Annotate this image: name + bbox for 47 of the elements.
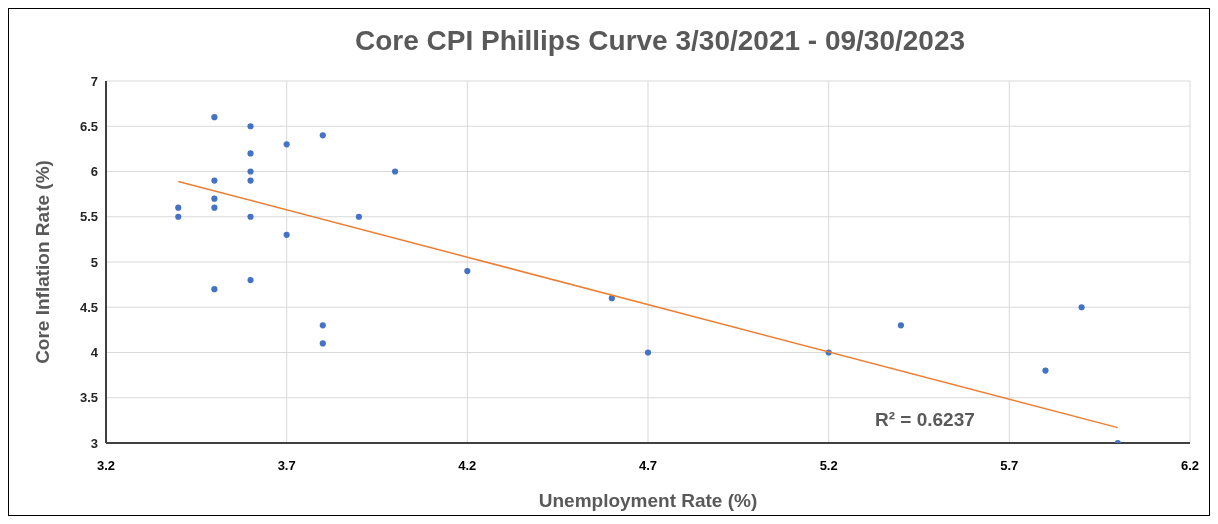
point bbox=[897, 322, 905, 329]
point bbox=[608, 295, 615, 302]
point bbox=[319, 322, 326, 329]
y-axis-title: Core Inflation Rate (%) bbox=[31, 160, 53, 364]
point bbox=[247, 277, 254, 284]
y-tick-label: 6.5 bbox=[79, 118, 98, 134]
point bbox=[211, 195, 218, 202]
y-tick-label: 3 bbox=[90, 435, 98, 451]
point bbox=[247, 177, 254, 184]
x-tick-label: 5.2 bbox=[819, 458, 838, 474]
point bbox=[211, 286, 218, 293]
point bbox=[211, 204, 218, 211]
y-tick-label: 3.5 bbox=[79, 390, 98, 406]
y-tick-label: 5.5 bbox=[79, 209, 98, 225]
annotation: R² = 0.6237 bbox=[875, 409, 975, 431]
x-tick-label: 5.7 bbox=[1000, 458, 1019, 474]
y-tick-label: 6 bbox=[90, 164, 98, 180]
x-tick-label: 3.7 bbox=[277, 458, 296, 474]
point bbox=[283, 231, 290, 238]
chart-border: Core CPI Phillips Curve 3/30/2021 - 09/30/2023 Unemployment Rate (%) Core Inflation Rate (%) 3.2 3.7 4.2 4.7 5.2 5.7 6.2 3 3.5 4 4.5 5 5.5 6 6.5 7 R² = 0.6237 bbox=[8, 8, 1210, 516]
point bbox=[391, 168, 399, 175]
point bbox=[247, 123, 254, 130]
y-tick-label: 4.5 bbox=[79, 299, 98, 315]
x-tick-label: 4.2 bbox=[458, 458, 477, 474]
point bbox=[175, 204, 182, 211]
point bbox=[319, 132, 326, 139]
point bbox=[175, 213, 182, 220]
point bbox=[211, 177, 218, 184]
x-axis-title: Unemployment Rate (%) bbox=[538, 489, 758, 511]
chart-title: Core CPI Phillips Curve 3/30/2021 - 09/30/2023 bbox=[353, 25, 967, 57]
point bbox=[247, 213, 254, 220]
point bbox=[319, 340, 326, 347]
x-tick-label: 6.2 bbox=[1180, 458, 1200, 474]
point bbox=[247, 150, 254, 157]
point bbox=[355, 213, 363, 220]
x-tick-label: 3.2 bbox=[96, 458, 116, 474]
x-tick-label: 4.7 bbox=[638, 458, 658, 474]
y-tick-label: 5 bbox=[90, 254, 98, 270]
point bbox=[1078, 304, 1085, 311]
point bbox=[283, 141, 290, 148]
y-tick-label: 4 bbox=[90, 345, 99, 361]
point bbox=[464, 267, 471, 275]
point bbox=[1042, 367, 1049, 374]
y-tick-label: 7 bbox=[90, 73, 98, 89]
point bbox=[644, 349, 652, 356]
point bbox=[211, 114, 218, 121]
point bbox=[247, 168, 254, 175]
